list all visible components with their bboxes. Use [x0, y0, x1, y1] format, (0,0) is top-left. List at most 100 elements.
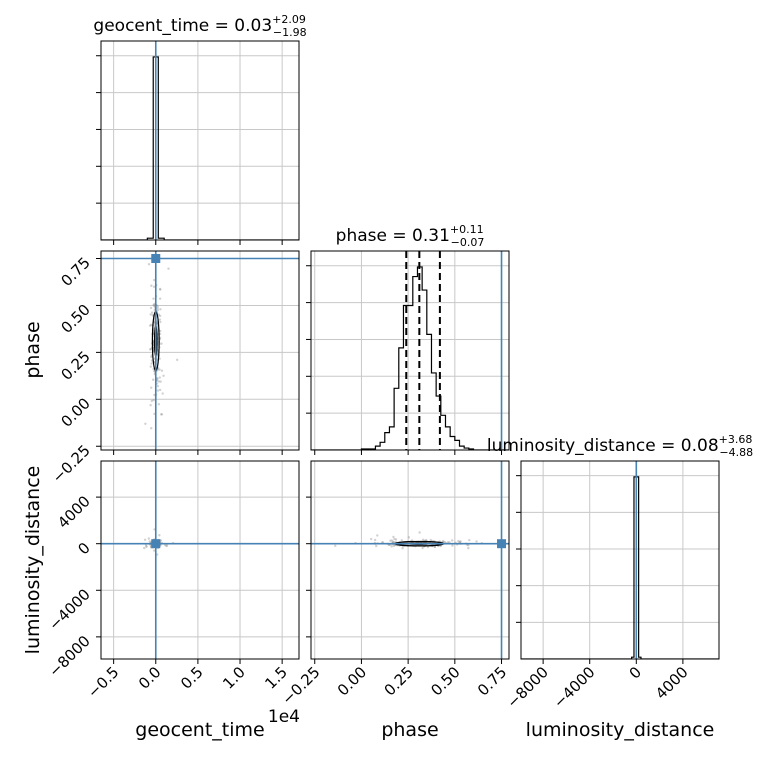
sample-point [158, 318, 162, 321]
sample-point [457, 539, 460, 543]
title-phase-minus: −0.07 [451, 236, 485, 249]
sample-point [145, 545, 148, 548]
tick-label-x-phase: 0.50 [427, 663, 463, 699]
sample-point [152, 303, 156, 306]
title-geocent-time-value: 0.03 [234, 16, 272, 36]
sample-point [433, 545, 437, 549]
sample-point [151, 378, 155, 381]
sample-point [149, 365, 152, 368]
sample-point [149, 404, 152, 407]
histogram-luminosity_distance [521, 476, 719, 659]
sample-point [426, 545, 430, 549]
tick-label-x-phase: −0.25 [278, 663, 323, 708]
sample-point [393, 537, 396, 541]
sample-point [443, 540, 447, 544]
tick-label-x-luminosity_distance: −8000 [503, 663, 552, 712]
tick-label-y-phase: 0.00 [57, 394, 93, 430]
sample-point [145, 545, 148, 548]
sample-point [156, 377, 159, 380]
title-phase-prefix: phase = [336, 226, 412, 246]
sample-point [150, 311, 154, 314]
sample-point [156, 308, 160, 312]
sample-point [161, 392, 164, 395]
sample-point [152, 549, 156, 552]
sample-point [150, 362, 153, 365]
sample-point [159, 380, 162, 383]
sample-point [375, 544, 378, 548]
sample-point [160, 369, 164, 372]
panel-frame [100, 250, 300, 451]
sample-point [143, 546, 146, 550]
sample-point [149, 306, 153, 310]
sample-point [401, 547, 404, 550]
sample-point [394, 538, 398, 541]
tick-label-x-geocent_time: 1.0 [219, 663, 249, 693]
sample-point [433, 545, 436, 549]
tick-label-y-luminosity_distance: 0 [74, 539, 93, 558]
title-phase-value: 0.31 [412, 226, 450, 246]
sample-point [156, 306, 159, 310]
truth-marker [497, 539, 507, 549]
sample-point [149, 347, 153, 351]
sample-point [467, 546, 470, 550]
panel-phase [311, 251, 509, 450]
tick-label-x-luminosity_distance: 0 [626, 663, 645, 682]
sample-point [158, 368, 161, 371]
sample-point [160, 413, 163, 416]
xlabel-geocent-time: geocent_time [135, 719, 264, 741]
title-geocent-time-minus: −1.98 [273, 26, 307, 39]
sample-point [459, 540, 462, 543]
sample-point [158, 376, 161, 379]
sample-point [147, 263, 151, 266]
sample-point [156, 305, 159, 308]
title-lumdist-value: 0.08 [681, 436, 719, 456]
sample-point [373, 538, 377, 542]
tick-label-x-luminosity_distance: 4000 [652, 663, 692, 703]
sample-point [157, 402, 161, 406]
sample-point [158, 314, 162, 318]
sample-point [451, 544, 454, 547]
truth-marker [151, 254, 161, 264]
sample-point [441, 540, 445, 543]
labels: geocent_time = 0.03+2.09 −1.98 phase = 0.… [22, 13, 753, 741]
tick-label-x-luminosity_distance: −4000 [550, 663, 599, 712]
sample-point [152, 297, 155, 300]
title-phase: phase = 0.31+0.11 −0.07 [336, 223, 485, 249]
sample-point [392, 535, 395, 539]
sample-point [159, 320, 162, 324]
sample-point [442, 540, 445, 543]
sample-point [156, 553, 159, 556]
sample-point [148, 324, 152, 327]
panel-geocent_time [101, 41, 299, 240]
panel-geocent_time-vs-phase [101, 251, 299, 450]
xlabel-phase: phase [381, 719, 438, 741]
sample-point [475, 540, 478, 543]
ylabel-phase: phase [22, 321, 44, 378]
tick-label-x-geocent_time: 0.5 [177, 663, 207, 693]
sample-point [143, 538, 147, 542]
title-luminosity-distance: luminosity_distance = 0.08+3.68 −4.88 [487, 433, 753, 459]
sample-point [157, 380, 160, 383]
sample-point [144, 422, 147, 426]
sample-point [392, 540, 395, 544]
panels: −0.250.000.250.500.75−0.5 0.0 0.5 1.0 1.5−80… [45, 40, 720, 712]
sample-point [158, 297, 162, 300]
sample-point [429, 538, 432, 542]
sample-point [167, 267, 170, 270]
sample-point [400, 539, 403, 542]
tick-label-y-phase: 0.75 [57, 254, 93, 290]
title-lumdist-prefix: luminosity_distance = [487, 436, 681, 456]
sample-point [152, 304, 155, 307]
panel-frame [100, 40, 300, 241]
sample-point [153, 278, 156, 282]
xlabel-luminosity-distance: luminosity_distance [526, 719, 715, 741]
tick-label-y-luminosity_distance: 4000 [54, 492, 94, 532]
sample-point [446, 541, 450, 544]
tick-label-x-phase: 0.75 [474, 663, 510, 699]
sample-point [159, 308, 162, 311]
sample-point [158, 388, 162, 392]
sample-point [149, 313, 152, 316]
sample-point [390, 545, 393, 548]
panel-geocent_time-vs-luminosity_distance [101, 461, 299, 659]
